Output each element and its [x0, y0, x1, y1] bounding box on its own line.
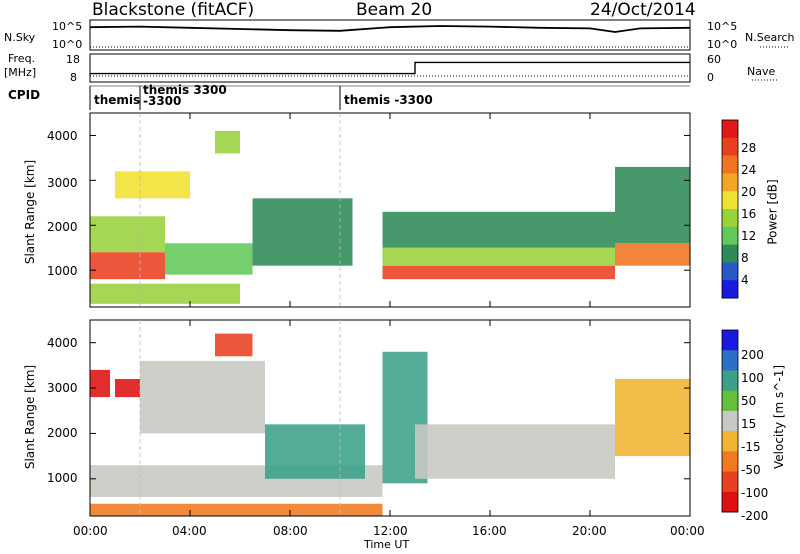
- power-band-4: [165, 243, 253, 275]
- velocity-band-1: [90, 369, 110, 398]
- noise-panel-frame: [89, 19, 691, 51]
- xtick-1600: 16:00: [472, 524, 507, 538]
- power-band-7: [252, 198, 353, 266]
- power-band-10: [382, 211, 615, 248]
- power-cb-tick-12: 12: [741, 229, 757, 243]
- power-ytick-2000: 2000: [47, 220, 78, 234]
- power-colorbar-swatch-6: [722, 209, 738, 228]
- freq-tick-top: 18: [66, 53, 80, 66]
- velocity-cb-tick-200: 200: [741, 348, 764, 362]
- velocity-colorbar-swatch-7: [722, 451, 738, 473]
- nave-tick-top: 60: [707, 53, 721, 66]
- freq-unit-label: [MHz]: [4, 66, 37, 79]
- freq-label: Freq.: [8, 52, 36, 65]
- date-title: 24/Oct/2014: [590, 0, 696, 20]
- velocity-cb-tick-100: 100: [741, 371, 764, 385]
- noise-right-tick-top: 10^5: [707, 20, 738, 33]
- cpid-segment-3: themis -3300: [344, 93, 433, 107]
- power-colorbar-swatch-1: [722, 120, 738, 139]
- power-band-8: [382, 265, 615, 280]
- power-band-5: [115, 171, 190, 199]
- power-colorbar-frame: [721, 119, 739, 299]
- velocity-ytick-2000: 2000: [47, 426, 78, 440]
- noise-left-tick-bottom: 10^0: [52, 38, 83, 51]
- power-ytick-3000: 3000: [47, 176, 78, 190]
- power-colorbar-swatch-8: [722, 244, 738, 263]
- noise-series-sky: [89, 25, 691, 33]
- velocity-ytick-4000: 4000: [47, 336, 78, 350]
- power-cb-tick-8: 8: [741, 251, 749, 265]
- velocity-cb-tick-neg50: -50: [741, 463, 761, 477]
- velocity-band-9: [615, 378, 690, 457]
- velocity-colorbar-frame: [721, 329, 739, 513]
- power-ytick-1000: 1000: [47, 264, 78, 278]
- noise-search-label: N.Search: [745, 31, 795, 44]
- xtick-0800: 08:00: [273, 524, 308, 538]
- velocity-band-5: [90, 503, 383, 516]
- velocity-colorbar-swatch-1: [722, 330, 738, 351]
- velocity-band-3: [140, 360, 265, 434]
- power-colorbar-swatch-4: [722, 173, 738, 192]
- power-cb-tick-20: 20: [741, 185, 757, 199]
- velocity-colorbar-swatch-5: [722, 410, 738, 432]
- power-band-11: [615, 243, 690, 266]
- power-colorbar-swatch-9: [722, 262, 738, 281]
- station-title: Blackstone (fitACF): [92, 0, 255, 20]
- velocity-band-6: [265, 424, 365, 479]
- xtick-0400: 04:00: [172, 524, 207, 538]
- power-ytick-4000: 4000: [47, 129, 78, 143]
- power-cb-tick-4: 4: [741, 273, 749, 287]
- cpid-segment-1: themis: [94, 93, 141, 107]
- freq-panel-frame: [89, 53, 691, 83]
- velocity-colorbar-swatch-3: [722, 370, 738, 392]
- velocity-cb-tick-neg15: -15: [741, 440, 761, 454]
- noise-left-tick-top: 10^5: [52, 20, 83, 33]
- power-band-6: [215, 130, 240, 154]
- power-colorbar-swatch-10: [722, 280, 738, 299]
- velocity-cb-tick-neg100: -100: [741, 486, 769, 500]
- velocity-colorbar-swatch-8: [722, 471, 738, 493]
- power-cb-tick-28: 28: [741, 141, 757, 155]
- power-cb-tick-16: 16: [741, 207, 757, 221]
- xtick-0000-end: 00:00: [670, 524, 705, 538]
- cpid-label: CPID: [8, 88, 41, 102]
- xtick-0000: 00:00: [73, 524, 108, 538]
- nave-tick-bottom: 0: [707, 71, 714, 84]
- velocity-colorbar-swatch-2: [722, 350, 738, 371]
- power-band-3: [90, 283, 240, 304]
- noise-right-tick-bottom: 10^0: [707, 38, 738, 51]
- velocity-colorbar-swatch-6: [722, 431, 738, 452]
- velocity-ytick-1000: 1000: [47, 471, 78, 485]
- velocity-ytick-3000: 3000: [47, 381, 78, 395]
- velocity-cb-tick-15: 15: [741, 417, 757, 431]
- freq-series: [90, 61, 690, 75]
- power-band-12: [615, 166, 690, 244]
- power-band-2: [90, 216, 165, 253]
- power-band-1: [90, 252, 165, 280]
- velocity-band-2: [115, 378, 140, 398]
- nave-label: Nave: [747, 65, 776, 78]
- power-colorbar-swatch-3: [722, 155, 738, 174]
- cpid-segment-2-bottom: -3300: [143, 94, 182, 108]
- power-colorbar-swatch-5: [722, 191, 738, 210]
- velocity-cb-tick-50: 50: [741, 394, 757, 408]
- power-band-9: [382, 247, 615, 266]
- noise-sky-label: N.Sky: [4, 31, 36, 44]
- freq-tick-bottom: 8: [70, 71, 77, 84]
- cpid-segment-2-top: themis 3300: [143, 83, 227, 97]
- velocity-colorbar-swatch-4: [722, 390, 738, 412]
- xtick-1200: 12:00: [373, 524, 408, 538]
- beam-title: Beam 20: [356, 0, 433, 20]
- velocity-band-8: [415, 424, 615, 479]
- velocity-colorbar-swatch-9: [722, 491, 738, 513]
- power-cb-tick-24: 24: [741, 163, 757, 177]
- velocity-cb-tick-neg200: -200: [741, 509, 769, 523]
- power-colorbar-swatch-2: [722, 137, 738, 157]
- power-colorbar-swatch-7: [722, 226, 738, 246]
- velocity-band-10: [215, 333, 253, 357]
- xaxis-label: Time UT: [364, 538, 410, 551]
- xtick-2000: 20:00: [572, 524, 607, 538]
